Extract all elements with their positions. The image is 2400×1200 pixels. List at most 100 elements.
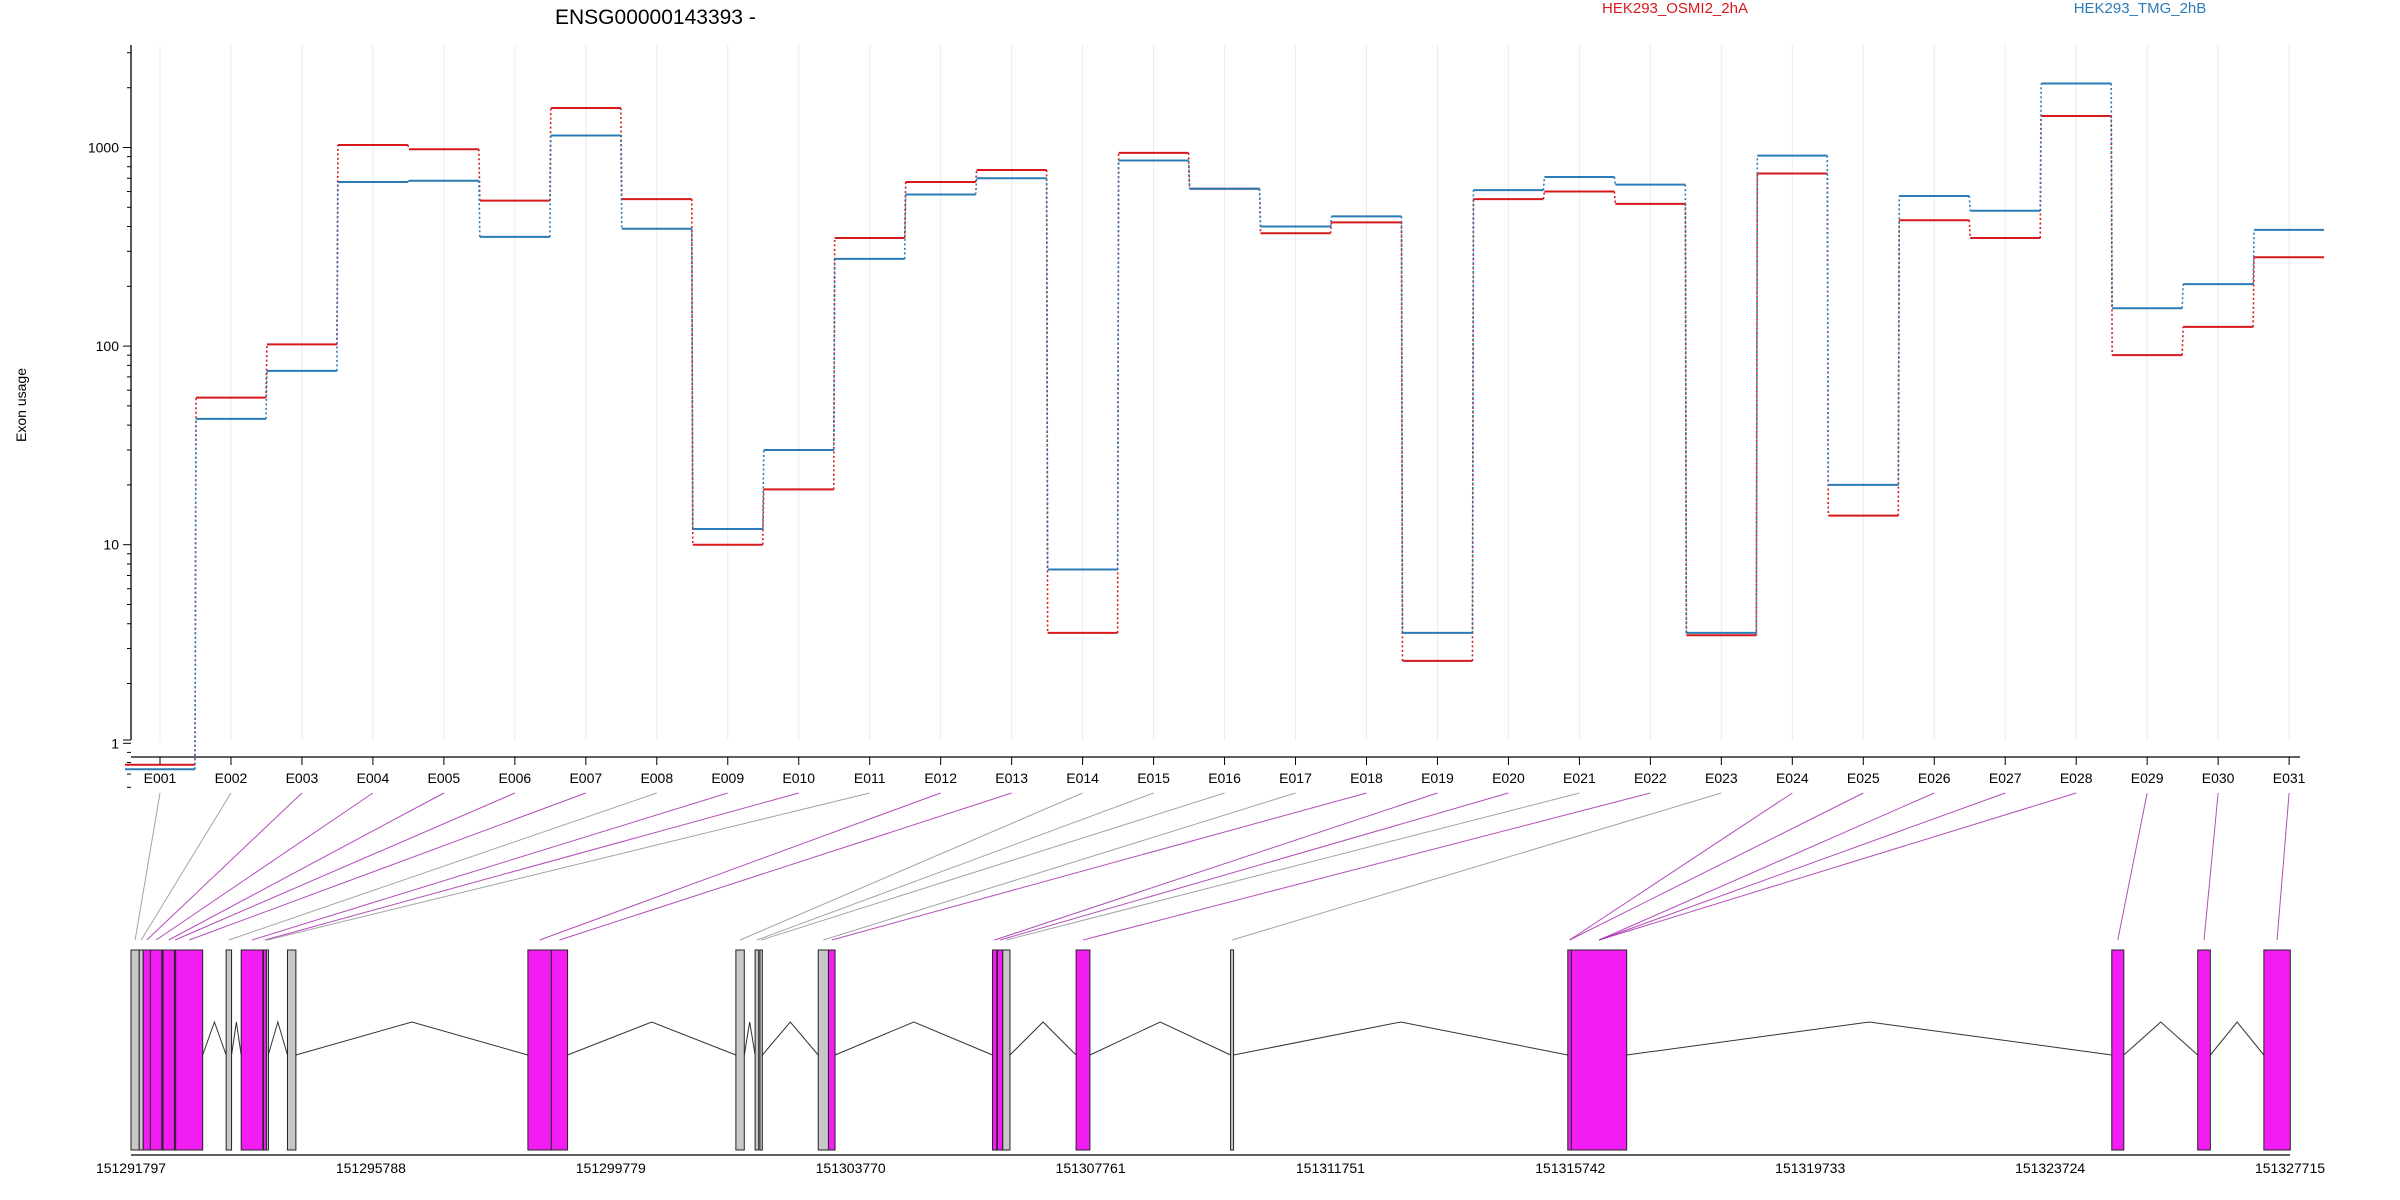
exon-link <box>823 792 1296 941</box>
exon-link <box>1569 792 1864 941</box>
intron-line <box>1626 1021 2112 1056</box>
intron-line <box>2123 1021 2199 1056</box>
exon-block <box>2197 949 2211 1151</box>
x-tick-label: E002 <box>215 770 248 786</box>
y-axis-label: Exon usage <box>13 368 29 442</box>
series-connector <box>1826 155 1830 485</box>
series-connector <box>1400 222 1404 661</box>
series-connector <box>407 180 410 183</box>
x-tick-label: E010 <box>782 770 815 786</box>
genomic-coordinate-label: 151303770 <box>816 1160 886 1176</box>
series-connector <box>1542 191 1546 200</box>
genomic-coordinate-label: 151311751 <box>1296 1160 1365 1176</box>
x-tick-label: E025 <box>1847 770 1880 786</box>
x-tick-label: E013 <box>995 770 1028 786</box>
x-tick-label: E031 <box>2273 770 2306 786</box>
genomic-coordinate-label: 151315742 <box>1535 1160 1605 1176</box>
series-connector <box>2110 116 2113 356</box>
series-connector <box>1897 195 1901 485</box>
x-tick-label: E022 <box>1634 770 1667 786</box>
exon-block <box>149 949 163 1151</box>
exon-link <box>760 792 1225 941</box>
exon-block <box>735 949 745 1151</box>
intron-line <box>267 1020 288 1056</box>
x-tick-label: E019 <box>1421 770 1454 786</box>
exon-link-layer <box>134 792 2290 941</box>
series-connector <box>407 144 410 150</box>
gene-model: 151291797 151295788 151299779 151303770 1513… <box>96 949 2325 1176</box>
exon-link <box>831 792 1367 941</box>
x-tick-label: E020 <box>1492 770 1525 786</box>
exon-link <box>155 792 374 941</box>
exon-link <box>999 792 1509 941</box>
intron-line <box>2209 1021 2265 1056</box>
series-connector <box>265 344 268 398</box>
series-connector <box>1400 216 1404 633</box>
exon-link <box>994 792 1438 941</box>
x-tick-label: E015 <box>1137 770 1170 786</box>
chart-title: ENSG00000143393 - <box>555 6 756 29</box>
series-connector <box>1613 176 1617 185</box>
genomic-coordinate-label: 151307761 <box>1056 1160 1126 1176</box>
series-connector <box>1613 191 1617 204</box>
exon-block <box>175 949 204 1151</box>
x-tick-label: E024 <box>1776 770 1809 786</box>
series-connector <box>620 135 623 229</box>
series-connector <box>832 258 836 450</box>
exon-block <box>827 949 836 1151</box>
exon-link <box>559 792 1012 941</box>
x-tick-label: E016 <box>1208 770 1241 786</box>
x-tick-label: E023 <box>1705 770 1738 786</box>
axes: 1 10 100 1000 E001 E002 E003 E004 E005 E006 E007 E0… <box>88 45 2306 788</box>
x-tick-label: E014 <box>1066 770 1099 786</box>
exon-block <box>162 949 175 1151</box>
exon-block <box>817 949 829 1151</box>
intron-line <box>567 1021 737 1056</box>
series-connector <box>1755 173 1759 636</box>
series-connector <box>1045 170 1049 633</box>
exon-link <box>756 792 1154 941</box>
exon-link <box>1598 792 2006 941</box>
series-connector <box>2039 116 2042 239</box>
series-connector <box>2110 83 2113 309</box>
exon-block <box>130 949 140 1151</box>
exon-link <box>189 792 586 941</box>
exon-link <box>251 792 728 941</box>
intron-line <box>743 1021 756 1056</box>
x-tick-label: E001 <box>144 770 177 786</box>
x-tick-label: E017 <box>1279 770 1312 786</box>
series-connector <box>1968 220 1972 239</box>
series-connector <box>1187 160 1191 189</box>
series-connector <box>194 418 197 770</box>
x-tick-label: E003 <box>286 770 319 786</box>
series-connector <box>2039 83 2042 211</box>
exon-block <box>142 949 151 1151</box>
exon-block <box>265 949 269 1151</box>
x-tick-label: E029 <box>2131 770 2164 786</box>
x-tick-label: E028 <box>2060 770 2093 786</box>
intron-line <box>761 1021 819 1056</box>
genomic-coordinate-label: 151327715 <box>2255 1160 2325 1176</box>
intron-line <box>1089 1021 1231 1056</box>
intron-line <box>1233 1021 1568 1056</box>
legend-entry: HEK293_OSMI2_2hA <box>1602 0 1748 17</box>
exon-link <box>1598 792 2077 941</box>
exon-link <box>146 792 303 941</box>
exon-block <box>1002 949 1011 1151</box>
series-connector <box>690 228 694 529</box>
series-connector <box>974 178 978 195</box>
exon-block <box>754 949 760 1151</box>
series-layer <box>125 82 2325 771</box>
series-connector <box>1258 188 1262 227</box>
exon-block <box>2263 949 2291 1151</box>
intron-line <box>834 1021 993 1056</box>
exon-block <box>240 949 264 1151</box>
series-connector <box>2181 284 2184 309</box>
exon-link <box>1598 792 1935 941</box>
series-connector <box>1116 160 1120 570</box>
series-connector <box>761 489 765 545</box>
exon-link <box>2276 792 2290 941</box>
genomic-coordinate-label: 151319733 <box>1775 1160 1845 1176</box>
series-connector <box>1542 176 1546 191</box>
intron-line <box>1009 1021 1077 1056</box>
